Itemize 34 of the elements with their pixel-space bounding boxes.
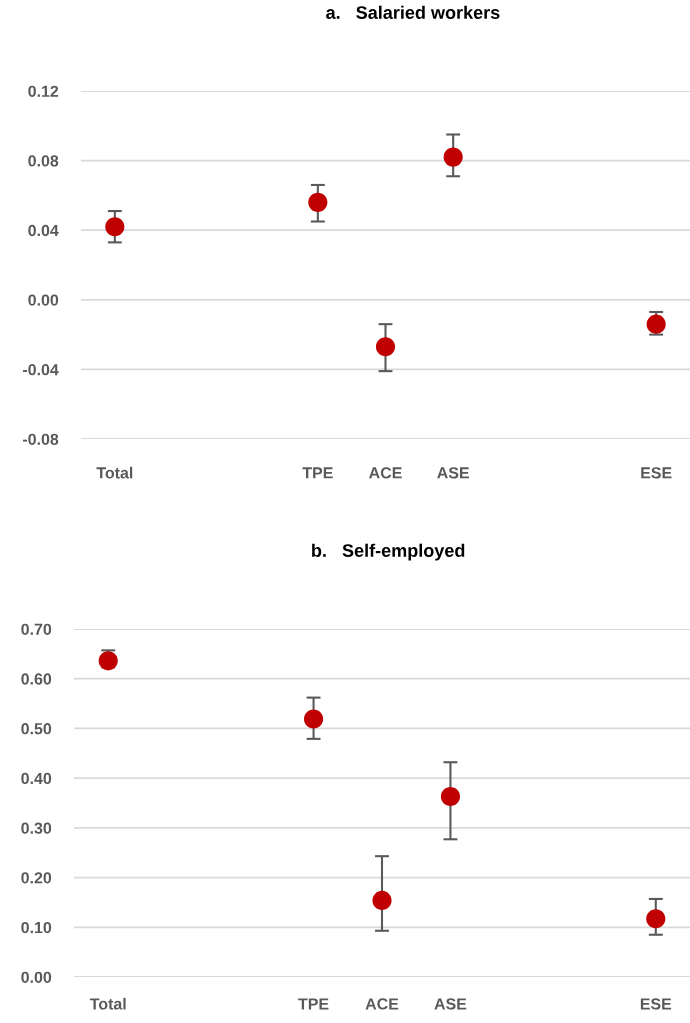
chart-title: b. Self-employed [312, 543, 465, 561]
y-tick-label: -0.08 [23, 433, 59, 445]
y-tick-label: 0.10 [21, 921, 52, 934]
x-tick-label: TPE [298, 998, 329, 1010]
x-tick-label: ASE [437, 467, 469, 479]
y-tick-label: 0.12 [28, 85, 59, 97]
y-tick-label: 0.60 [21, 673, 52, 685]
point [105, 217, 125, 237]
point [440, 786, 461, 807]
y-tick-label: 0.30 [21, 822, 52, 834]
point [372, 890, 392, 911]
chart-title: a. Salaried workers [326, 5, 500, 19]
x-tick-label: ASE [434, 998, 467, 1010]
y-tick-label: 0.20 [21, 872, 52, 884]
y-tick-label: 0.04 [28, 224, 59, 237]
x-tick-label: ACE [365, 998, 399, 1010]
point [308, 192, 328, 212]
y-tick-label: 0.00 [21, 971, 52, 983]
y-tick-label: 0.08 [28, 155, 59, 167]
y-tick-label: 0.40 [21, 772, 52, 785]
x-tick-label: TPE [302, 467, 333, 479]
x-tick-label: ACE [369, 467, 402, 479]
y-tick-label: 0.00 [28, 294, 59, 306]
y-tick-label: 0.70 [21, 623, 52, 635]
point [646, 909, 666, 929]
x-tick-label: ESE [641, 467, 672, 479]
point [303, 709, 324, 729]
y-tick-label: -0.04 [23, 364, 59, 376]
point [443, 147, 463, 167]
y-tick-label: 0.50 [21, 723, 52, 735]
x-tick-label: Total [89, 997, 126, 1010]
x-tick-label: Total [96, 466, 133, 479]
point [375, 337, 396, 357]
x-tick-label: ESE [640, 998, 672, 1010]
